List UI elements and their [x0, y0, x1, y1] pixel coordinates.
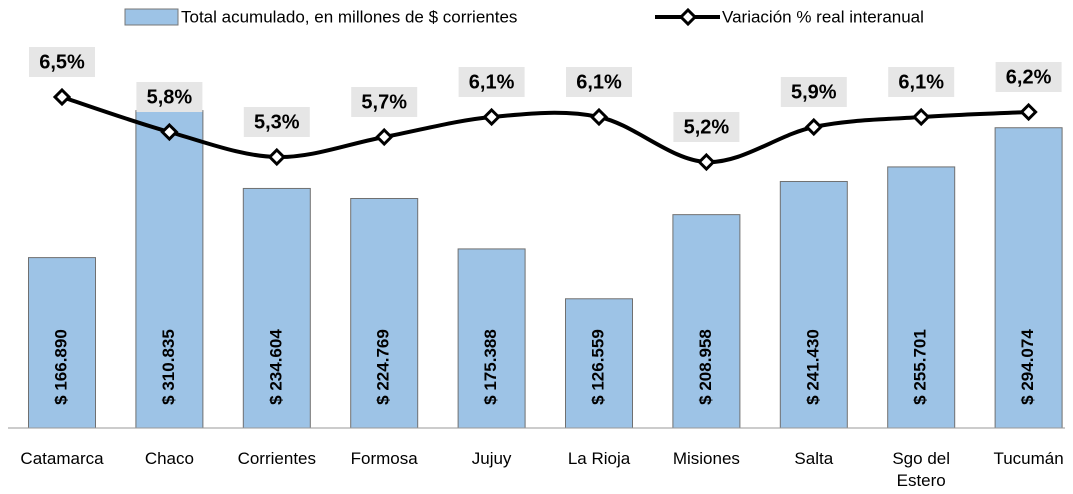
- line-value-label: 5,9%: [791, 81, 837, 103]
- line-value-label: 6,2%: [1006, 66, 1052, 88]
- line-marker: [1019, 102, 1038, 122]
- line-marker: [912, 107, 931, 127]
- line-label-box: [566, 67, 632, 97]
- line-label-box: [243, 107, 310, 137]
- line-value-label: 5,7%: [361, 91, 407, 113]
- line-value-label: 6,1%: [898, 71, 944, 93]
- line-marker: [804, 117, 823, 137]
- bar-value-label: $ 310.835: [159, 329, 178, 405]
- bar-value-label: $ 294.074: [1018, 329, 1037, 405]
- bar-value-label: $ 255.701: [911, 329, 930, 405]
- bar: [672, 214, 741, 429]
- line-value-label: 6,1%: [469, 71, 515, 93]
- line-label-box: [995, 62, 1062, 92]
- legend-label: Variación % real interanual: [722, 7, 924, 26]
- line-value-label: 5,3%: [254, 111, 300, 133]
- bar-value-label: $ 208.958: [696, 329, 715, 405]
- x-tick-label: Jujuy: [471, 449, 512, 468]
- bar-value-label: $ 234.604: [266, 329, 285, 405]
- bar: [135, 110, 204, 429]
- x-tick-label: Chaco: [144, 449, 194, 468]
- bar: [779, 180, 848, 429]
- bar: [887, 166, 956, 429]
- bar: [350, 197, 419, 429]
- line-label-box: [888, 67, 955, 97]
- line-value-label: 5,2%: [684, 116, 730, 138]
- line-marker: [375, 127, 394, 147]
- line-marker: [160, 122, 179, 142]
- x-tick-label: Sgo del Estero: [892, 449, 951, 490]
- x-tick-label: Formosa: [350, 449, 418, 468]
- x-tick-label: Tucumán: [993, 449, 1064, 468]
- line-marker: [52, 87, 72, 107]
- line-label-box: [458, 67, 525, 97]
- legend-marker: [678, 7, 698, 27]
- x-tick-label: Corrientes: [237, 449, 316, 468]
- line-label-box: [673, 112, 740, 142]
- x-tick-label: Salta: [794, 449, 834, 468]
- bar-value-label: $ 126.559: [588, 329, 607, 405]
- line-marker: [267, 147, 286, 167]
- line-marker: [589, 107, 609, 127]
- line-label-box: [29, 47, 95, 77]
- line-label-box: [780, 77, 847, 107]
- legend-swatch: [124, 8, 179, 26]
- x-tick-label: La Rioja: [567, 449, 631, 468]
- bar: [565, 298, 633, 429]
- bar: [994, 127, 1063, 429]
- line-marker: [697, 152, 716, 172]
- line: [61, 95, 1029, 165]
- bar-value-label: $ 224.769: [374, 329, 393, 405]
- line-label-box: [136, 82, 203, 112]
- legend-label: Total acumulado, en millones de $ corrie…: [181, 7, 517, 26]
- line-marker: [482, 107, 501, 127]
- line-value-label: 6,1%: [576, 71, 622, 93]
- x-tick-label: Catamarca: [20, 449, 104, 468]
- line-label-box: [351, 87, 418, 117]
- bar: [457, 248, 526, 429]
- bar-value-label: $ 166.890: [51, 329, 70, 405]
- line-value-label: 5,8%: [147, 86, 193, 108]
- bar-value-label: $ 175.388: [481, 329, 500, 405]
- line-value-label: 6,5%: [39, 51, 85, 73]
- bar-value-label: $ 241.430: [803, 329, 822, 405]
- x-tick-label: Misiones: [672, 449, 740, 468]
